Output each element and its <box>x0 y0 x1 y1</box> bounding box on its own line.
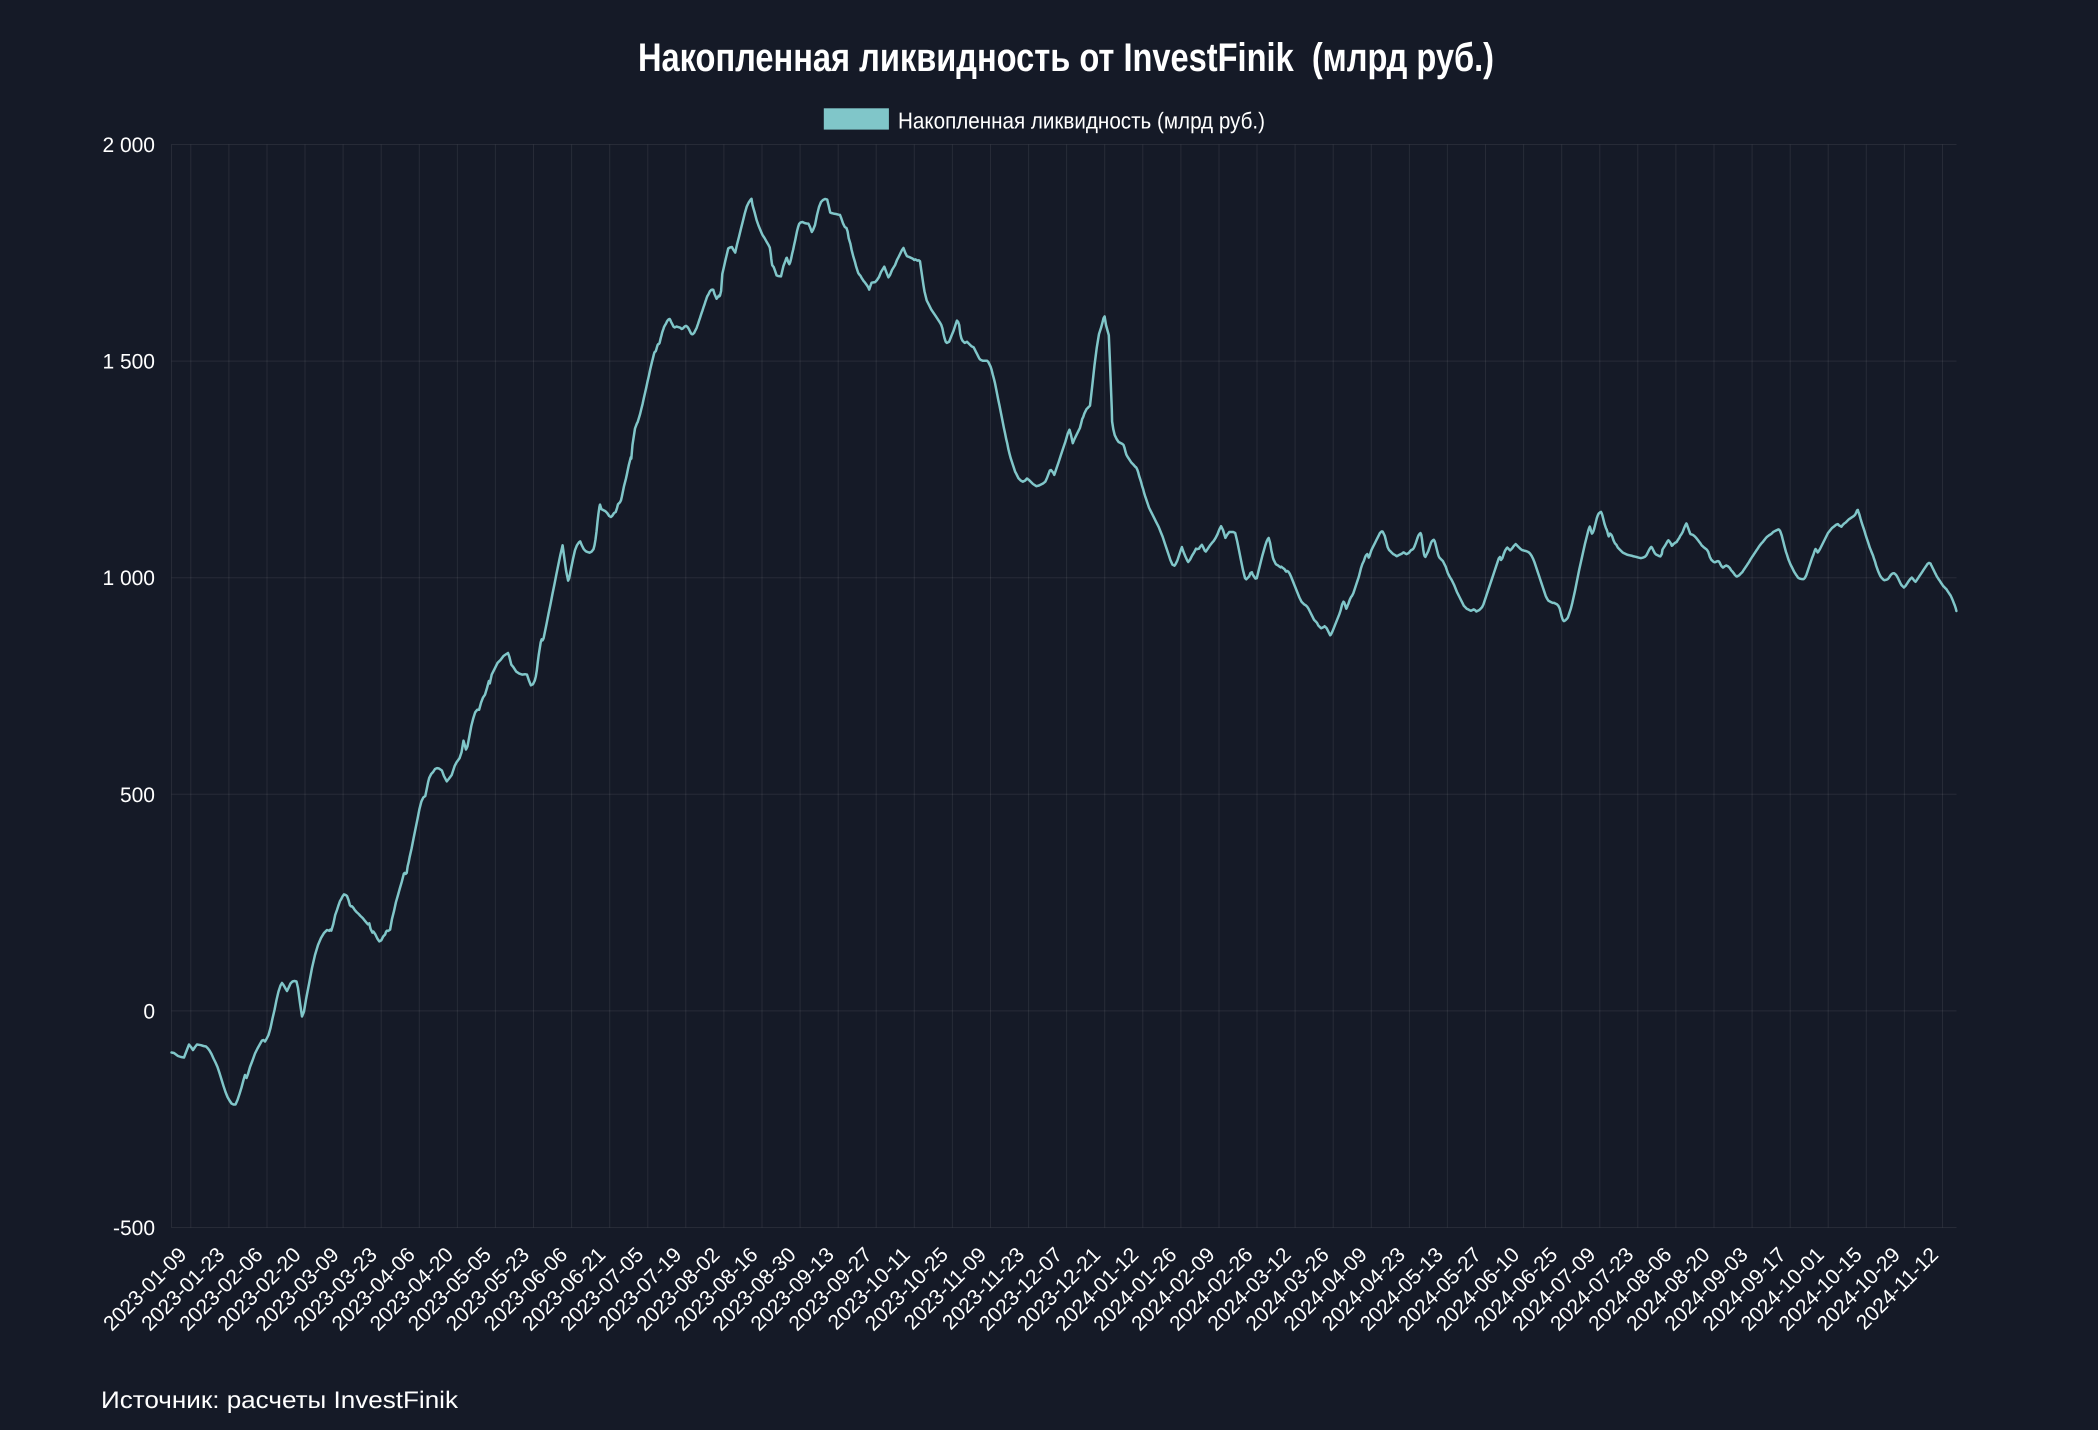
svg-text:-500: -500 <box>113 1217 155 1240</box>
svg-text:2 000: 2 000 <box>102 134 155 157</box>
svg-text:0: 0 <box>143 1000 155 1023</box>
svg-text:Источник: расчеты InvestFinik: Источник: расчеты InvestFinik <box>101 1387 459 1414</box>
svg-text:500: 500 <box>120 784 155 807</box>
svg-text:1 000: 1 000 <box>102 567 155 590</box>
svg-text:1 500: 1 500 <box>102 351 155 374</box>
svg-text:Накопленная ликвидность от Inv: Накопленная ликвидность от InvestFinik (… <box>638 36 1494 80</box>
svg-text:Накопленная ликвидность (млрд: Накопленная ликвидность (млрд руб.) <box>898 108 1265 134</box>
